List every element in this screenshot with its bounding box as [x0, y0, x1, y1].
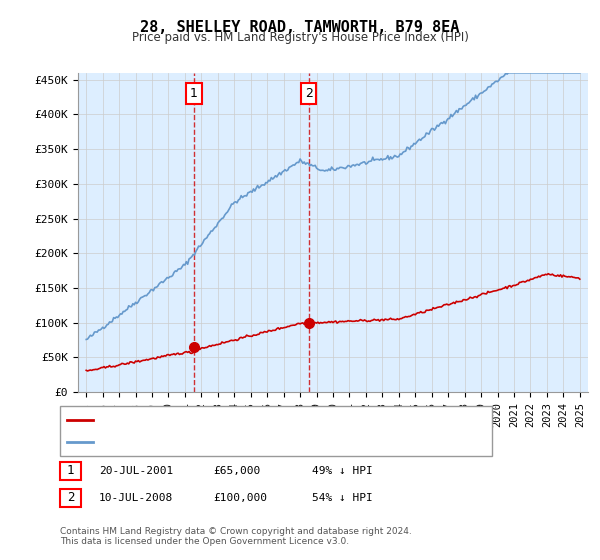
Text: 2: 2 — [67, 491, 74, 505]
Text: 49% ↓ HPI: 49% ↓ HPI — [312, 466, 373, 476]
Text: 1: 1 — [67, 464, 74, 478]
Text: 54% ↓ HPI: 54% ↓ HPI — [312, 493, 373, 503]
Text: ━━  28, SHELLEY ROAD, TAMWORTH, B79 8EA (detached house): ━━ 28, SHELLEY ROAD, TAMWORTH, B79 8EA (… — [78, 415, 428, 425]
Text: 20-JUL-2001: 20-JUL-2001 — [99, 466, 173, 476]
Text: £65,000: £65,000 — [213, 466, 260, 476]
Text: 10-JUL-2008: 10-JUL-2008 — [99, 493, 173, 503]
Text: ━━  HPI: Average price, detached house, Tamworth: ━━ HPI: Average price, detached house, T… — [78, 437, 378, 447]
Text: Price paid vs. HM Land Registry's House Price Index (HPI): Price paid vs. HM Land Registry's House … — [131, 31, 469, 44]
Text: 1: 1 — [190, 87, 198, 100]
Text: 2: 2 — [305, 87, 313, 100]
Text: Contains HM Land Registry data © Crown copyright and database right 2024.
This d: Contains HM Land Registry data © Crown c… — [60, 526, 412, 546]
Text: 28, SHELLEY ROAD, TAMWORTH, B79 8EA: 28, SHELLEY ROAD, TAMWORTH, B79 8EA — [140, 20, 460, 35]
Text: £100,000: £100,000 — [213, 493, 267, 503]
